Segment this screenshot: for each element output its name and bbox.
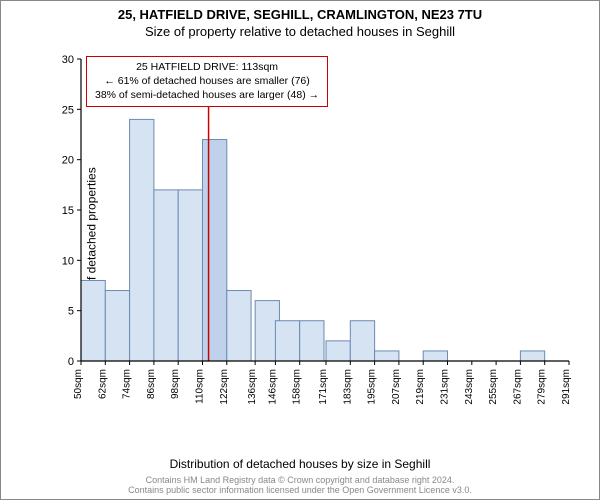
annotation-line2: ← 61% of detached houses are smaller (76…: [95, 74, 319, 88]
page-subtitle: Size of property relative to detached ho…: [1, 24, 599, 39]
svg-text:122sqm: 122sqm: [219, 369, 230, 405]
svg-text:136sqm: 136sqm: [247, 369, 258, 405]
bar: [178, 190, 202, 361]
chart-container: 25, HATFIELD DRIVE, SEGHILL, CRAMLINGTON…: [0, 0, 600, 500]
svg-text:20: 20: [62, 155, 74, 167]
svg-text:30: 30: [62, 54, 74, 66]
svg-text:243sqm: 243sqm: [464, 369, 475, 405]
bar: [202, 140, 226, 361]
bar: [423, 351, 447, 361]
bar: [300, 321, 324, 361]
svg-text:183sqm: 183sqm: [342, 369, 353, 405]
svg-text:74sqm: 74sqm: [122, 369, 133, 399]
svg-text:98sqm: 98sqm: [170, 369, 181, 399]
svg-text:86sqm: 86sqm: [146, 369, 157, 399]
footer-line1: Contains HM Land Registry data © Crown c…: [146, 475, 455, 485]
svg-text:231sqm: 231sqm: [440, 369, 451, 405]
svg-text:279sqm: 279sqm: [537, 369, 548, 405]
bar: [130, 119, 154, 361]
footer-line2: Contains public sector information licen…: [128, 485, 472, 495]
annotation-line3: 38% of semi-detached houses are larger (…: [95, 88, 319, 102]
svg-text:15: 15: [62, 205, 74, 217]
svg-text:146sqm: 146sqm: [267, 369, 278, 405]
page-title: 25, HATFIELD DRIVE, SEGHILL, CRAMLINGTON…: [1, 7, 599, 22]
bar: [350, 321, 374, 361]
bar: [227, 291, 251, 361]
footer-text: Contains HM Land Registry data © Crown c…: [128, 475, 472, 495]
bar: [81, 280, 105, 361]
svg-text:158sqm: 158sqm: [292, 369, 303, 405]
svg-text:255sqm: 255sqm: [488, 369, 499, 405]
bar: [105, 291, 129, 361]
svg-text:5: 5: [68, 306, 74, 318]
svg-text:219sqm: 219sqm: [415, 369, 426, 405]
svg-text:10: 10: [62, 255, 74, 267]
svg-text:25: 25: [62, 104, 74, 116]
svg-text:291sqm: 291sqm: [561, 369, 572, 405]
bar: [326, 341, 350, 361]
bar: [154, 190, 178, 361]
svg-text:171sqm: 171sqm: [318, 369, 329, 405]
svg-text:267sqm: 267sqm: [512, 369, 523, 405]
annotation-box: 25 HATFIELD DRIVE: 113sqm ← 61% of detac…: [86, 56, 328, 107]
svg-text:0: 0: [68, 356, 74, 368]
svg-text:195sqm: 195sqm: [367, 369, 378, 405]
svg-text:62sqm: 62sqm: [97, 369, 108, 399]
bar: [375, 351, 399, 361]
annotation-line1: 25 HATFIELD DRIVE: 113sqm: [95, 60, 319, 74]
svg-text:50sqm: 50sqm: [73, 369, 84, 399]
svg-text:110sqm: 110sqm: [194, 369, 205, 404]
x-axis-label: Distribution of detached houses by size …: [170, 457, 431, 471]
svg-text:207sqm: 207sqm: [391, 369, 402, 405]
bar: [520, 351, 544, 361]
bar: [275, 321, 299, 361]
